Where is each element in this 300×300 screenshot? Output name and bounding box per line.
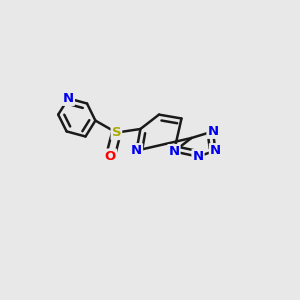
Text: N: N bbox=[207, 125, 219, 138]
Text: S: S bbox=[112, 126, 121, 139]
Text: N: N bbox=[168, 145, 180, 158]
Text: N: N bbox=[192, 150, 204, 163]
Text: N: N bbox=[210, 144, 221, 157]
Text: N: N bbox=[63, 92, 74, 105]
Text: N: N bbox=[131, 144, 142, 157]
Text: O: O bbox=[105, 149, 116, 163]
